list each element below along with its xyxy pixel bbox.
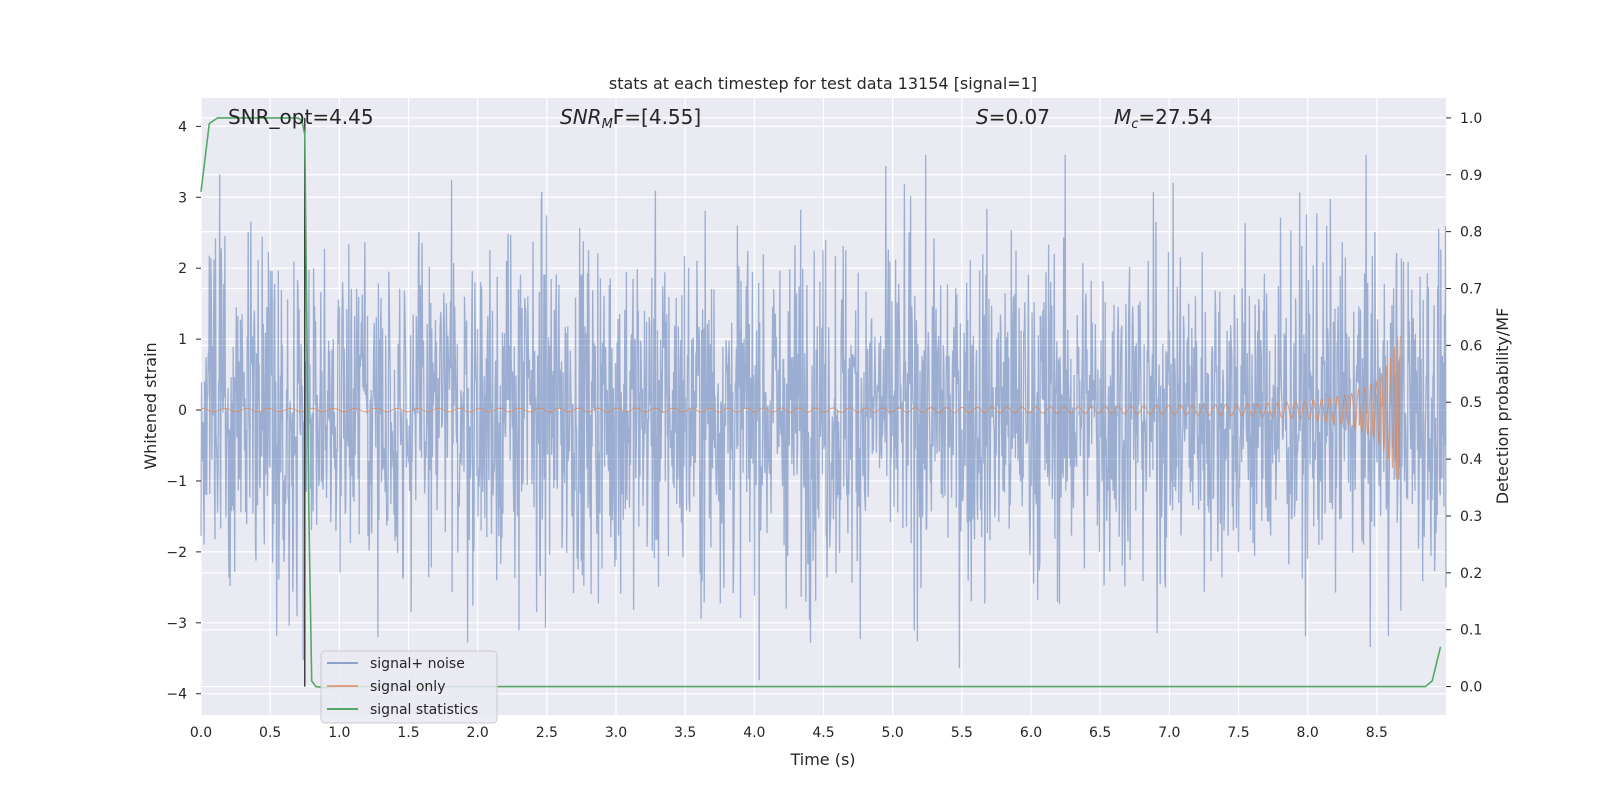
y-left-tick-label: −2 bbox=[166, 545, 187, 561]
legend-box bbox=[320, 650, 498, 724]
y-left-tick-labels: 4 3 2 1 0 −1 −2 −3 −4 bbox=[166, 119, 201, 703]
y-left-tick-label: −3 bbox=[166, 616, 187, 632]
x-tick-label: 2.5 bbox=[536, 725, 558, 741]
x-tick-label: 6.0 bbox=[1020, 725, 1042, 741]
y-right-tick-label: 0.1 bbox=[1460, 623, 1482, 639]
y-right-tick-label: 0.6 bbox=[1460, 338, 1482, 354]
x-tick-label: 1.0 bbox=[328, 725, 350, 741]
noise-line bbox=[200, 154, 1447, 681]
snr-mf-suffix: F=[4.55] bbox=[613, 105, 701, 129]
y-left-tick-label: 3 bbox=[178, 190, 187, 206]
y-left-tick-label: −1 bbox=[166, 474, 187, 490]
legend-label-signal-only: signal only bbox=[370, 679, 445, 695]
x-tick-label: 1.5 bbox=[397, 725, 419, 741]
y-right-tick-label: 0.8 bbox=[1460, 225, 1482, 241]
x-tick-label: 6.5 bbox=[1089, 725, 1111, 741]
annotation-snr-mf: SNRMF=[4.55] bbox=[560, 105, 701, 132]
y-right-tick-label: 0.4 bbox=[1460, 452, 1482, 468]
y-right-tick-label: 0.0 bbox=[1460, 680, 1482, 696]
series-signal-only bbox=[200, 335, 1401, 480]
x-tick-label: 0.5 bbox=[259, 725, 281, 741]
x-tick-label: 4.5 bbox=[812, 725, 834, 741]
s-suffix: =0.07 bbox=[989, 105, 1050, 129]
y-right-tick-label: 0.9 bbox=[1460, 168, 1482, 184]
legend-label-signal-noise: signal+ noise bbox=[370, 656, 465, 672]
snr-mf-subscript: M bbox=[602, 117, 613, 132]
y-right-tick-labels: 1.0 0.9 0.8 0.7 0.6 0.5 0.4 0.3 0.2 0.1 0.0 bbox=[1446, 111, 1482, 696]
series-signal-noise bbox=[200, 154, 1447, 681]
y-left-tick-label: 4 bbox=[178, 119, 187, 135]
chart-title: stats at each timestep for test data 131… bbox=[609, 74, 1037, 93]
x-tick-label: 8.5 bbox=[1366, 725, 1388, 741]
mc-subscript: c bbox=[1131, 117, 1138, 132]
y-left-tick-label: 0 bbox=[178, 403, 187, 419]
y-left-axis-label: Whitened strain bbox=[141, 342, 160, 469]
mc-suffix: =27.54 bbox=[1138, 105, 1212, 129]
y-left-tick-label: −4 bbox=[166, 687, 187, 703]
y-right-tick-label: 0.3 bbox=[1460, 509, 1482, 525]
x-tick-label: 8.0 bbox=[1297, 725, 1319, 741]
legend: signal+ noise signal only signal statist… bbox=[320, 650, 498, 724]
annotation-snr-opt: SNR_opt=4.45 bbox=[228, 105, 374, 129]
y-right-axis-label: Detection probability/MF bbox=[1493, 308, 1512, 505]
y-right-tick-label: 0.2 bbox=[1460, 566, 1482, 582]
x-tick-label: 3.0 bbox=[605, 725, 627, 741]
x-tick-label: 2.0 bbox=[467, 725, 489, 741]
y-right-tick-label: 0.7 bbox=[1460, 282, 1482, 298]
s-prefix: S bbox=[976, 105, 989, 129]
x-axis-label: Time (s) bbox=[789, 750, 855, 769]
x-tick-label: 3.5 bbox=[674, 725, 696, 741]
y-right-tick-label: 0.5 bbox=[1460, 395, 1482, 411]
signal-statistics-line bbox=[200, 117, 1442, 689]
x-tick-label: 7.5 bbox=[1227, 725, 1249, 741]
x-tick-label: 5.0 bbox=[882, 725, 904, 741]
snr-mf-prefix: SNR bbox=[560, 105, 602, 129]
annotation-s: S=0.07 bbox=[976, 105, 1050, 129]
signal-only-line bbox=[200, 335, 1401, 480]
y-left-tick-label: 1 bbox=[178, 332, 187, 348]
x-tick-label: 5.5 bbox=[951, 725, 973, 741]
x-tick-label: 7.0 bbox=[1158, 725, 1180, 741]
y-right-tick-label: 1.0 bbox=[1460, 111, 1482, 127]
x-tick-labels: 0.0 0.5 1.0 1.5 2.0 2.5 3.0 3.5 4.0 4.5 5.0 5.5 6.0 6… bbox=[190, 725, 1388, 741]
x-tick-label: 0.0 bbox=[190, 725, 212, 741]
annotation-mc: Mc=27.54 bbox=[1114, 105, 1212, 132]
series-signal-statistics bbox=[200, 117, 1442, 689]
y-left-tick-label: 2 bbox=[178, 261, 187, 277]
mc-prefix: M bbox=[1114, 105, 1131, 129]
legend-label-signal-statistics: signal statistics bbox=[370, 702, 478, 718]
x-tick-label: 4.0 bbox=[743, 725, 765, 741]
